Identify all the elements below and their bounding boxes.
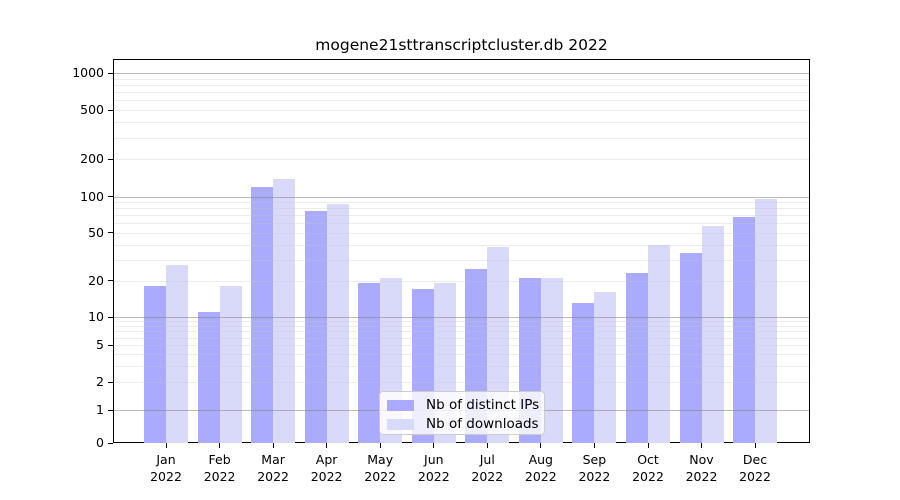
bar (679, 253, 702, 443)
bar (251, 186, 274, 443)
bar (594, 292, 617, 443)
bar (358, 283, 381, 443)
bar (572, 303, 595, 443)
x-axis-tick-label: Feb 2022 (203, 452, 236, 484)
bar (304, 210, 327, 443)
x-axis-tick (593, 443, 596, 448)
legend-swatch-downloads (387, 418, 414, 430)
y-axis-tick-label: 200 (80, 151, 104, 167)
x-axis-tick (754, 443, 756, 448)
chart-title: mogene21sttranscriptcluster.db 2022 (315, 36, 608, 54)
y-axis-tick-label: 20 (88, 272, 104, 288)
y-axis-tick (108, 72, 113, 74)
y-axis-tick-label: 100 (80, 188, 104, 204)
y-axis-tick (108, 158, 113, 160)
y-axis-tick (108, 280, 113, 282)
x-axis-tick-label: May 2022 (364, 452, 397, 484)
legend-label-distinct-ips: Nb of distinct IPs (426, 397, 540, 413)
y-axis-tick (108, 381, 113, 383)
x-axis-tick (165, 443, 167, 448)
x-axis-tick (433, 443, 435, 448)
bar (540, 278, 563, 443)
bar (166, 265, 188, 443)
legend-entry-distinct-ips: Nb of distinct IPs (387, 397, 540, 413)
x-axis-tick (219, 443, 221, 448)
bar (219, 286, 242, 443)
bar (326, 203, 349, 443)
x-axis-tick-label: Sep 2022 (578, 452, 611, 484)
legend-swatch-distinct-ips (387, 399, 414, 411)
y-axis-tick-label: 500 (80, 102, 104, 118)
legend: Nb of distinct IPs Nb of downloads (379, 391, 545, 435)
bar (733, 216, 755, 443)
y-axis-tick-label: 5 (96, 337, 104, 352)
x-axis-tick-label: Jul 2022 (471, 452, 504, 484)
bar (648, 244, 670, 443)
x-axis-tick-label: Oct 2022 (632, 452, 664, 484)
y-axis-tick-label: 1 (96, 402, 104, 417)
bar (755, 199, 777, 443)
bar (273, 178, 296, 443)
x-axis-tick (540, 443, 542, 448)
x-axis-tick-label: Apr 2022 (310, 452, 343, 484)
y-axis-tick (108, 232, 113, 234)
bar (197, 312, 220, 443)
x-axis-tick (701, 443, 703, 448)
x-axis-tick-label: Mar 2022 (257, 452, 289, 484)
y-axis-tick (108, 409, 113, 411)
bar (144, 286, 166, 443)
x-axis-tick-label: Jun 2022 (417, 452, 450, 484)
x-axis-tick-label: Jan 2022 (150, 452, 182, 484)
legend-label-downloads: Nb of downloads (426, 416, 539, 432)
y-axis-tick (108, 316, 113, 318)
bar (701, 225, 724, 443)
bar (626, 273, 648, 443)
y-axis-tick (108, 442, 113, 444)
x-axis-tick (486, 443, 488, 448)
y-axis-tick-label: 50 (88, 224, 104, 240)
x-axis-tick-label: Aug 2022 (524, 452, 557, 484)
x-axis-tick (272, 443, 274, 448)
x-axis-tick-label: Nov 2022 (685, 452, 718, 484)
y-axis-tick (108, 109, 113, 111)
y-axis-tick (108, 344, 113, 346)
y-axis-tick-label: 1000 (72, 65, 104, 80)
x-axis-tick (647, 443, 649, 448)
x-axis-tick-label: Dec 2022 (739, 452, 771, 484)
x-axis-tick (379, 443, 381, 448)
y-axis-tick-label: 10 (88, 309, 104, 324)
y-axis-tick-label: 0 (96, 435, 104, 450)
x-axis-tick (326, 443, 328, 448)
legend-entry-downloads: Nb of downloads (387, 416, 539, 432)
y-axis-tick-label: 2 (96, 374, 104, 389)
y-axis-tick (108, 196, 113, 198)
